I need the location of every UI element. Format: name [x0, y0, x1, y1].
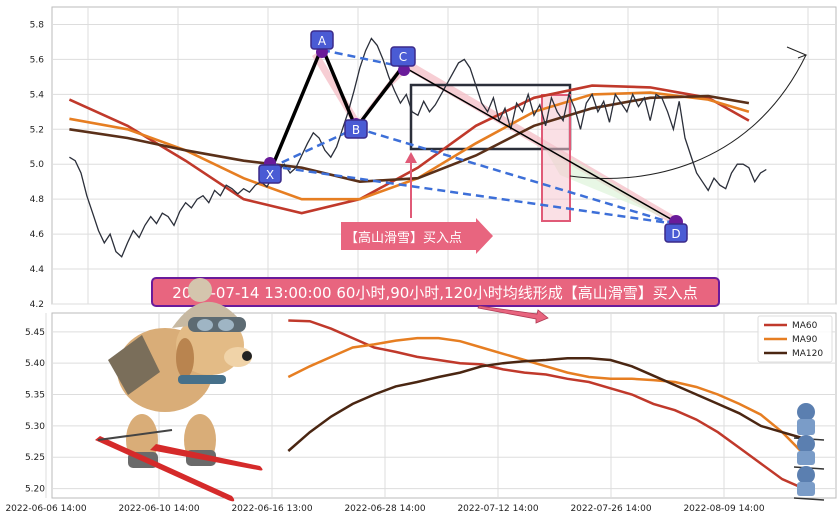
mini-skier-icons: [793, 403, 825, 501]
ski-left: [95, 436, 235, 502]
projection-arrowhead: [786, 46, 808, 59]
signal-window: [541, 94, 571, 222]
ma-x-ticks: 2022-06-06 14:00 2022-06-10 14:00 2022-06-…: [5, 504, 764, 514]
point-x[interactable]: X: [258, 157, 282, 184]
legend: MA60 MA90 MA120: [757, 315, 833, 363]
price-y-tick-label: 5.4: [30, 90, 45, 100]
point-c-marker: [390, 46, 416, 67]
banner-arrow: [477, 305, 549, 324]
point-b-marker: [344, 119, 368, 139]
point-c[interactable]: C: [390, 46, 416, 76]
price-series-ma_fast: [68, 84, 750, 215]
buy-point-annotation: 【高山滑雪】买入点: [341, 152, 493, 254]
mini-skier-3-body-icon: [797, 482, 815, 496]
price-y-tick-label: 4.8: [30, 195, 45, 205]
ma-x-tick-label: 2022-06-06 14:00: [5, 504, 86, 514]
price-y-tick-label: 4.4: [30, 265, 45, 275]
price-y-ticks: 4.2 4.4 4.6 4.8 5.0 5.2 5.4 5.6 5.8: [30, 20, 45, 310]
mini-skier-1-body-icon: [797, 419, 815, 435]
point-x-label: X: [266, 168, 274, 182]
price-y-tick-label: 5.6: [30, 55, 45, 65]
leg-x-a: [268, 46, 324, 173]
ski-pole: [97, 429, 173, 441]
ma-y-ticks: 5.20 5.25 5.30 5.35 5.40 5.45: [25, 328, 45, 495]
ma-y-tick-label: 5.40: [25, 359, 45, 369]
price-y-tick-label: 4.6: [30, 230, 45, 240]
signal-banner: 2022-07-14 13:00:00 60小时,90小时,120小时均线形成【…: [151, 277, 720, 324]
price-series-ma_slow: [69, 94, 750, 184]
dog-scarf: [178, 375, 226, 384]
buy-point-arrow: [341, 218, 493, 254]
ski-right: [150, 444, 263, 471]
leg-c-d: [403, 66, 677, 223]
ma-series-ma90: [287, 336, 805, 455]
ma-x-tick-label: 2022-06-28 14:00: [344, 504, 425, 514]
banner-box: [151, 277, 720, 307]
point-a-label: A: [318, 34, 327, 48]
ma-x-tick-label: 2022-06-16 13:00: [231, 504, 312, 514]
mini-skier-3-head-icon: [797, 466, 815, 484]
ma-y-tick-label: 5.45: [25, 328, 45, 338]
ma-y-tick-label: 5.25: [25, 453, 45, 463]
price-series-close: [69, 37, 767, 258]
buy-point-pointer-head: [405, 152, 417, 163]
price-series: [68, 37, 767, 258]
price-y-tick-label: 5.8: [30, 20, 45, 30]
ma-y-tick-label: 5.35: [25, 391, 45, 401]
ma-series: [287, 319, 805, 490]
dash-x-b: [269, 126, 357, 170]
point-d-label: D: [671, 227, 680, 241]
ma-x-tick-label: 2022-07-12 14:00: [457, 504, 538, 514]
pattern-lines: [268, 46, 677, 226]
ma-series-ma120: [287, 356, 805, 452]
point-d-marker: [664, 223, 688, 243]
mini-skier-icon-3: [793, 466, 825, 501]
dog-goggle-lens-right: [218, 319, 234, 331]
point-c-dot: [398, 64, 410, 76]
legend-label-ma60: MA60: [792, 321, 818, 331]
point-a[interactable]: A: [310, 30, 334, 58]
price-y-tick-label: 5.0: [30, 160, 45, 170]
dog-pompom: [188, 278, 212, 302]
legend-box: [757, 315, 833, 363]
price-y-tick-label: 5.2: [30, 125, 44, 135]
point-b[interactable]: B: [344, 118, 368, 139]
legend-label-ma120: MA120: [792, 349, 823, 359]
ma-y-tick-label: 5.30: [25, 422, 45, 432]
price-y-tick-label: 4.2: [30, 300, 44, 310]
legend-label-ma90: MA90: [792, 335, 818, 345]
ma-y-tick-label: 5.20: [25, 485, 45, 495]
mini-skier-1-head-icon: [797, 403, 815, 421]
dash-a-c: [321, 48, 405, 69]
mini-skier-3-ski-icon: [793, 497, 825, 501]
point-d[interactable]: D: [664, 215, 688, 243]
ma-x-tick-label: 2022-06-10 14:00: [118, 504, 199, 514]
ma-series-ma60: [288, 319, 805, 490]
leg-b-c: [354, 63, 406, 130]
dog-ear: [176, 338, 194, 378]
ma-x-tick-label: 2022-07-26 14:00: [570, 504, 651, 514]
dash-b-d: [355, 126, 677, 226]
dog-backpack: [108, 335, 160, 395]
mini-skier-2-head-icon: [797, 435, 815, 453]
leg-a-b: [320, 46, 358, 129]
mini-skier-2-body-icon: [797, 451, 815, 465]
pattern-points: A B C X D: [258, 30, 688, 243]
ma-x-tick-label: 2022-08-09 14:00: [683, 504, 764, 514]
dash-x-d: [269, 164, 677, 226]
banner-text: 2022-07-14 13:00:00 60小时,90小时,120小时均线形成【…: [172, 284, 697, 302]
dog-goggle-lens: [197, 319, 213, 331]
point-x-marker: [258, 164, 282, 184]
dog-nose: [242, 351, 252, 361]
dog-goggles: [188, 317, 246, 332]
mascot-skiing-dog-image: [95, 278, 263, 502]
buy-point-text: 【高山滑雪】买入点: [345, 230, 462, 246]
point-b-label: B: [352, 123, 360, 137]
point-a-marker: [310, 30, 334, 50]
mini-skier-icon-2: [793, 435, 825, 470]
point-c-label: C: [399, 50, 407, 64]
